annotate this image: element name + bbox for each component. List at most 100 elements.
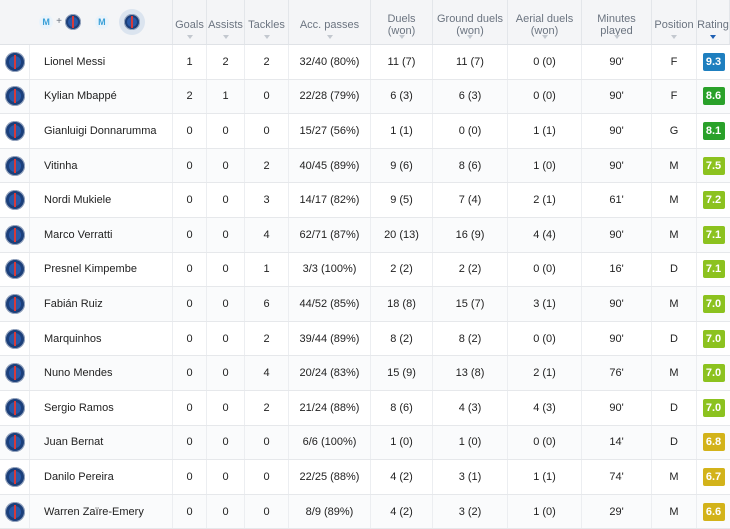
goals-value: 2 xyxy=(173,79,207,114)
col-assists[interactable]: Assists xyxy=(207,0,245,44)
psg-crest-icon xyxy=(4,120,25,141)
duels-value: 15 (9) xyxy=(371,356,433,390)
position-value: G xyxy=(652,114,697,148)
minutes-value: 76' xyxy=(582,356,652,390)
goals-value: 0 xyxy=(173,148,207,183)
table-row[interactable]: Nuno Mendes 0 0 4 20/24 (83%) 15 (9) 13 … xyxy=(0,356,730,391)
minutes-value: 90' xyxy=(582,79,652,114)
col-duels[interactable]: Duels (won) xyxy=(371,0,433,44)
player-name[interactable]: Juan Bernat xyxy=(30,425,173,460)
om-crest-icon[interactable]: M xyxy=(39,15,54,29)
team-crest-cell xyxy=(0,114,30,148)
acc-passes-value: 8/9 (89%) xyxy=(289,494,371,529)
player-name[interactable]: Danilo Pereira xyxy=(30,460,173,494)
sort-arrow-icon xyxy=(398,35,405,39)
ground-duels-value: 3 (2) xyxy=(433,494,508,529)
rating-badge: 6.8 xyxy=(702,433,725,452)
player-name[interactable]: Gianluigi Donnarumma xyxy=(30,114,173,148)
player-name[interactable]: Nordi Mukiele xyxy=(30,183,173,217)
ground-duels-value: 1 (0) xyxy=(433,425,508,460)
position-value: F xyxy=(652,79,697,114)
player-name[interactable]: Nuno Mendes xyxy=(30,356,173,390)
goals-value: 0 xyxy=(173,114,207,148)
table-row[interactable]: Warren Zaïre-Emery 0 0 0 8/9 (89%) 4 (2)… xyxy=(0,494,730,529)
player-name[interactable]: Fabián Ruiz xyxy=(30,287,173,321)
duels-value: 6 (3) xyxy=(371,79,433,114)
table-row[interactable]: Fabián Ruiz 0 0 6 44/52 (85%) 18 (8) 15 … xyxy=(0,287,730,322)
player-name[interactable]: Lionel Messi xyxy=(30,45,173,79)
tackles-value: 3 xyxy=(245,183,289,217)
acc-passes-value: 40/45 (89%) xyxy=(289,148,371,183)
player-name[interactable]: Vitinha xyxy=(30,148,173,183)
col-position[interactable]: Position xyxy=(652,0,697,44)
psg-crest-icon xyxy=(4,363,25,384)
ground-duels-value: 3 (1) xyxy=(433,460,508,494)
acc-passes-value: 32/40 (80%) xyxy=(289,45,371,79)
col-tackles[interactable]: Tackles xyxy=(245,0,289,44)
table-row[interactable]: Juan Bernat 0 0 0 6/6 (100%) 1 (0) 1 (0)… xyxy=(0,425,730,461)
acc-passes-value: 39/44 (89%) xyxy=(289,321,371,356)
col-acc-passes[interactable]: Acc. passes xyxy=(289,0,371,44)
sort-arrow-icon xyxy=(671,35,677,39)
player-name[interactable]: Marquinhos xyxy=(30,321,173,356)
minutes-value: 90' xyxy=(582,148,652,183)
table-row[interactable]: Nordi Mukiele 0 0 3 14/17 (82%) 9 (5) 7 … xyxy=(0,183,730,218)
duels-value: 9 (6) xyxy=(371,148,433,183)
table-row[interactable]: Vitinha 0 0 2 40/45 (89%) 9 (6) 8 (6) 1 … xyxy=(0,148,730,184)
position-value: D xyxy=(652,390,697,425)
minutes-value: 14' xyxy=(582,425,652,460)
col-minutes-played[interactable]: Minutes played xyxy=(582,0,652,44)
duels-value: 8 (6) xyxy=(371,390,433,425)
acc-passes-value: 22/25 (88%) xyxy=(289,460,371,494)
sort-arrow-icon xyxy=(467,35,473,39)
rating-badge: 7.0 xyxy=(702,294,725,313)
table-row[interactable]: Lionel Messi 1 2 2 32/40 (80%) 11 (7) 11… xyxy=(0,45,730,80)
rating-cell: 8.1 xyxy=(697,114,730,148)
sort-arrow-icon xyxy=(613,35,620,39)
table-row[interactable]: Gianluigi Donnarumma 0 0 0 15/27 (56%) 1… xyxy=(0,114,730,149)
player-name[interactable]: Warren Zaïre-Emery xyxy=(30,494,173,529)
position-value: M xyxy=(652,217,697,252)
psg-crest-icon[interactable] xyxy=(64,14,81,30)
ground-duels-value: 4 (3) xyxy=(433,390,508,425)
table-row[interactable]: Danilo Pereira 0 0 0 22/25 (88%) 4 (2) 3… xyxy=(0,460,730,495)
goals-value: 1 xyxy=(173,45,207,79)
player-name[interactable]: Sergio Ramos xyxy=(30,390,173,425)
player-name[interactable]: Presnel Kimpembe xyxy=(30,252,173,287)
table-row[interactable]: Presnel Kimpembe 0 0 1 3/3 (100%) 2 (2) … xyxy=(0,252,730,288)
table-body: Lionel Messi 1 2 2 32/40 (80%) 11 (7) 11… xyxy=(0,45,730,529)
table-row[interactable]: Marquinhos 0 0 2 39/44 (89%) 8 (2) 8 (2)… xyxy=(0,321,730,357)
sort-arrow-icon xyxy=(186,35,193,39)
rating-badge: 6.6 xyxy=(702,502,725,521)
psg-crest-icon xyxy=(4,501,25,522)
col-goals[interactable]: Goals xyxy=(173,0,207,44)
table-row[interactable]: Sergio Ramos 0 0 2 21/24 (88%) 8 (6) 4 (… xyxy=(0,390,730,426)
aerial-duels-value: 2 (1) xyxy=(508,183,582,217)
team-crest-cell xyxy=(0,425,30,460)
om-crest-icon[interactable]: M xyxy=(94,15,109,29)
col-rating[interactable]: Rating xyxy=(697,0,730,44)
team-crest-cell xyxy=(0,460,30,494)
col-aerial-duels[interactable]: Aerial duels (won) xyxy=(508,0,582,44)
tackles-value: 0 xyxy=(245,494,289,529)
position-value: D xyxy=(652,321,697,356)
assists-value: 0 xyxy=(207,148,245,183)
col-ground-duels[interactable]: Ground duels (won) xyxy=(433,0,508,44)
table-row[interactable]: Kylian Mbappé 2 1 0 22/28 (79%) 6 (3) 6 … xyxy=(0,79,730,115)
rating-badge: 7.2 xyxy=(702,191,725,210)
minutes-value: 29' xyxy=(582,494,652,529)
team-crest-cell xyxy=(0,217,30,252)
tackles-value: 6 xyxy=(245,287,289,321)
rating-badge: 8.6 xyxy=(702,87,725,106)
tackles-value: 2 xyxy=(245,390,289,425)
rating-cell: 7.0 xyxy=(697,356,730,390)
player-name[interactable]: Marco Verratti xyxy=(30,217,173,252)
team-crest-cell xyxy=(0,390,30,425)
rating-badge: 7.0 xyxy=(702,398,725,417)
assists-value: 0 xyxy=(207,287,245,321)
aerial-duels-value: 1 (0) xyxy=(508,494,582,529)
tackles-value: 2 xyxy=(245,321,289,356)
player-name[interactable]: Kylian Mbappé xyxy=(30,79,173,114)
table-row[interactable]: Marco Verratti 0 0 4 62/71 (87%) 20 (13)… xyxy=(0,217,730,253)
psg-team-filter-button[interactable] xyxy=(118,9,145,35)
